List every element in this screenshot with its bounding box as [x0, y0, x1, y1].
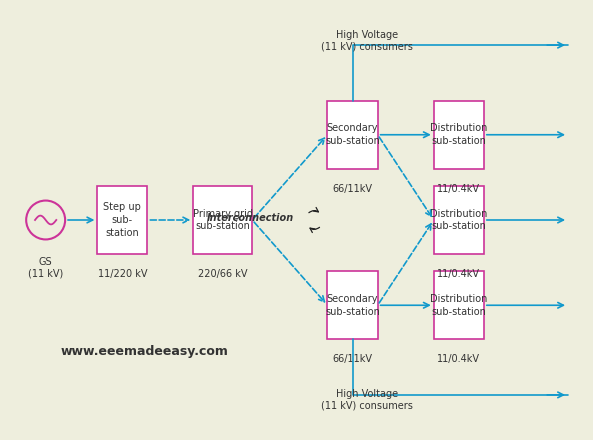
Text: Secondary
sub-station: Secondary sub-station: [325, 123, 380, 146]
FancyBboxPatch shape: [433, 186, 484, 254]
FancyBboxPatch shape: [327, 271, 378, 339]
FancyBboxPatch shape: [97, 186, 148, 254]
FancyBboxPatch shape: [193, 186, 252, 254]
Text: 66/11kV: 66/11kV: [333, 184, 372, 194]
Text: Primary grid
sub-station: Primary grid sub-station: [193, 209, 253, 231]
Text: 11/0.4kV: 11/0.4kV: [437, 355, 480, 364]
Text: Interconnection: Interconnection: [206, 213, 294, 223]
Text: 220/66 kV: 220/66 kV: [198, 269, 247, 279]
FancyBboxPatch shape: [327, 101, 378, 169]
Text: GS
(11 kV): GS (11 kV): [28, 257, 63, 279]
Text: 11/220 kV: 11/220 kV: [98, 269, 147, 279]
Text: High Voltage
(11 kV) consumers: High Voltage (11 kV) consumers: [321, 30, 413, 51]
Text: 11/0.4kV: 11/0.4kV: [437, 269, 480, 279]
Text: Secondary
sub-station: Secondary sub-station: [325, 294, 380, 317]
FancyBboxPatch shape: [433, 101, 484, 169]
Text: High Voltage
(11 kV) consumers: High Voltage (11 kV) consumers: [321, 389, 413, 410]
FancyBboxPatch shape: [433, 271, 484, 339]
Text: Distribution
sub-station: Distribution sub-station: [430, 294, 487, 317]
Text: 11/0.4kV: 11/0.4kV: [437, 184, 480, 194]
Text: 66/11kV: 66/11kV: [333, 355, 372, 364]
Text: www.eeemadeeasy.com: www.eeemadeeasy.com: [60, 345, 228, 358]
Text: Distribution
sub-station: Distribution sub-station: [430, 209, 487, 231]
Text: Step up
sub-
station: Step up sub- station: [103, 202, 141, 238]
Text: Distribution
sub-station: Distribution sub-station: [430, 123, 487, 146]
